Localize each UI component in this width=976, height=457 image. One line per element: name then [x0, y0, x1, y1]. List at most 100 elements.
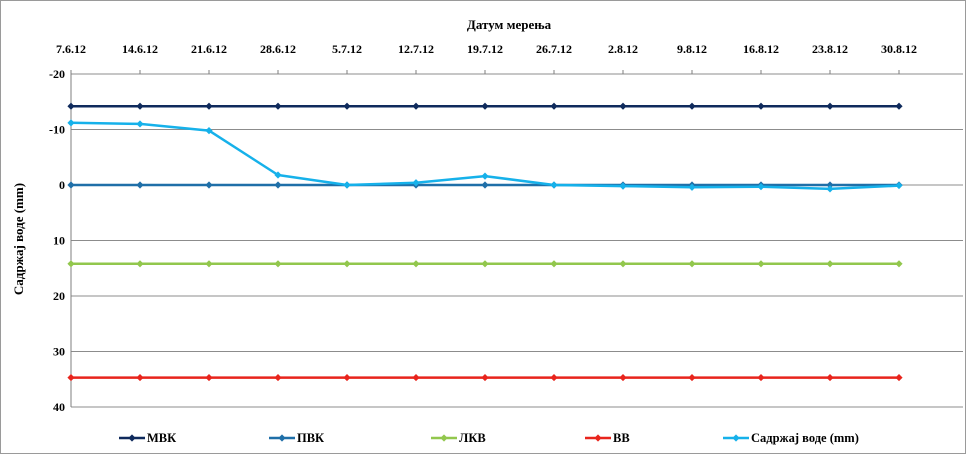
legend-item: Садржај воде (mm): [723, 431, 859, 445]
data-point: [481, 172, 489, 180]
x-axis-title: Датум мерења: [467, 17, 552, 32]
data-point: [205, 102, 213, 110]
legend-marker: [732, 434, 740, 442]
data-point: [619, 102, 627, 110]
data-point: [136, 260, 144, 268]
data-point: [550, 102, 558, 110]
x-tick-label: 30.8.12: [881, 42, 917, 56]
grid-lines: [71, 73, 963, 408]
legend-label: МВК: [147, 431, 176, 445]
data-point: [274, 171, 282, 179]
data-point: [688, 260, 696, 268]
data-point: [274, 181, 282, 189]
data-point: [550, 181, 558, 189]
data-point: [481, 373, 489, 382]
x-tick-label: 23.8.12: [812, 42, 848, 56]
data-point: [619, 373, 627, 382]
legend-label: Садржај воде (mm): [751, 431, 859, 445]
data-point: [274, 260, 282, 268]
y-tick-label: 20: [53, 289, 65, 303]
legend-label: ПВК: [297, 431, 324, 445]
legend: МВК ПВК ЛКВ ВВ Садржај воде (mm): [119, 431, 859, 445]
data-point: [205, 260, 213, 268]
data-point: [136, 181, 144, 189]
x-tick-label: 12.7.12: [398, 42, 434, 56]
data-point: [67, 102, 75, 110]
axes: -20 -10 0 10 20 30 40 7.6.12 14.6.12 21.6.12 28.6.…: [49, 42, 917, 414]
data-point: [136, 102, 144, 110]
data-point: [67, 260, 75, 268]
x-tick-label: 19.7.12: [467, 42, 503, 56]
data-point: [67, 181, 75, 189]
y-tick-label: 30: [53, 345, 65, 359]
legend-label: ВВ: [613, 431, 630, 445]
data-point: [343, 181, 351, 189]
data-point: [67, 119, 75, 127]
data-point: [343, 102, 351, 110]
data-point: [895, 181, 903, 190]
legend-label: ЛКВ: [459, 431, 486, 445]
data-point: [688, 183, 696, 191]
data-point: [550, 260, 558, 268]
data-point: [343, 260, 351, 268]
series-1: [67, 102, 903, 110]
data-point: [481, 260, 489, 268]
x-tick-label: 26.7.12: [536, 42, 572, 56]
x-tick-label: 21.6.12: [191, 42, 227, 56]
y-tick-label: -10: [49, 123, 65, 137]
data-point: [688, 102, 696, 110]
data-point: [619, 260, 627, 268]
data-point: [619, 182, 627, 190]
data-point: [205, 181, 213, 189]
series-3: [67, 260, 903, 268]
legend-marker: [128, 434, 136, 442]
y-axis-title: Садржај воде (mm): [11, 183, 26, 295]
legend-item: ПВК: [269, 431, 324, 445]
data-point: [895, 373, 903, 382]
data-point: [136, 120, 144, 128]
x-tick-label: 2.8.12: [608, 42, 638, 56]
legend-marker: [278, 434, 286, 442]
legend-item: МВК: [119, 431, 176, 445]
y-tick-label: -20: [49, 67, 65, 81]
data-point: [895, 102, 903, 110]
data-point: [826, 260, 834, 268]
x-tick-label: 28.6.12: [260, 42, 296, 56]
legend-marker: [440, 434, 448, 442]
data-point: [757, 183, 765, 191]
data-point: [826, 185, 834, 193]
data-point: [826, 102, 834, 110]
series-layer: [67, 102, 903, 382]
data-point: [67, 373, 75, 382]
legend-marker: [594, 434, 602, 442]
y-tick-label: 0: [59, 178, 65, 192]
data-point: [274, 102, 282, 110]
legend-item: ЛКВ: [431, 431, 486, 445]
x-tick-label: 5.7.12: [332, 42, 362, 56]
data-point: [205, 373, 213, 382]
data-point: [412, 373, 420, 382]
data-point: [688, 373, 696, 382]
data-point: [757, 260, 765, 268]
data-point: [412, 260, 420, 268]
x-tick-label: 16.8.12: [743, 42, 779, 56]
data-point: [481, 102, 489, 110]
x-tick-label: 14.6.12: [122, 42, 158, 56]
data-point: [757, 373, 765, 382]
x-tick-label: 9.8.12: [677, 42, 707, 56]
data-point: [757, 102, 765, 110]
series-4: [67, 373, 903, 382]
data-point: [895, 260, 903, 268]
data-point: [481, 181, 489, 189]
data-point: [826, 181, 834, 189]
data-point: [826, 373, 834, 382]
data-point: [274, 373, 282, 382]
data-point: [550, 373, 558, 382]
series-5: [67, 119, 903, 193]
x-tick-label: 7.6.12: [56, 42, 86, 56]
data-point: [343, 373, 351, 382]
data-point: [136, 373, 144, 382]
data-point: [412, 179, 420, 187]
